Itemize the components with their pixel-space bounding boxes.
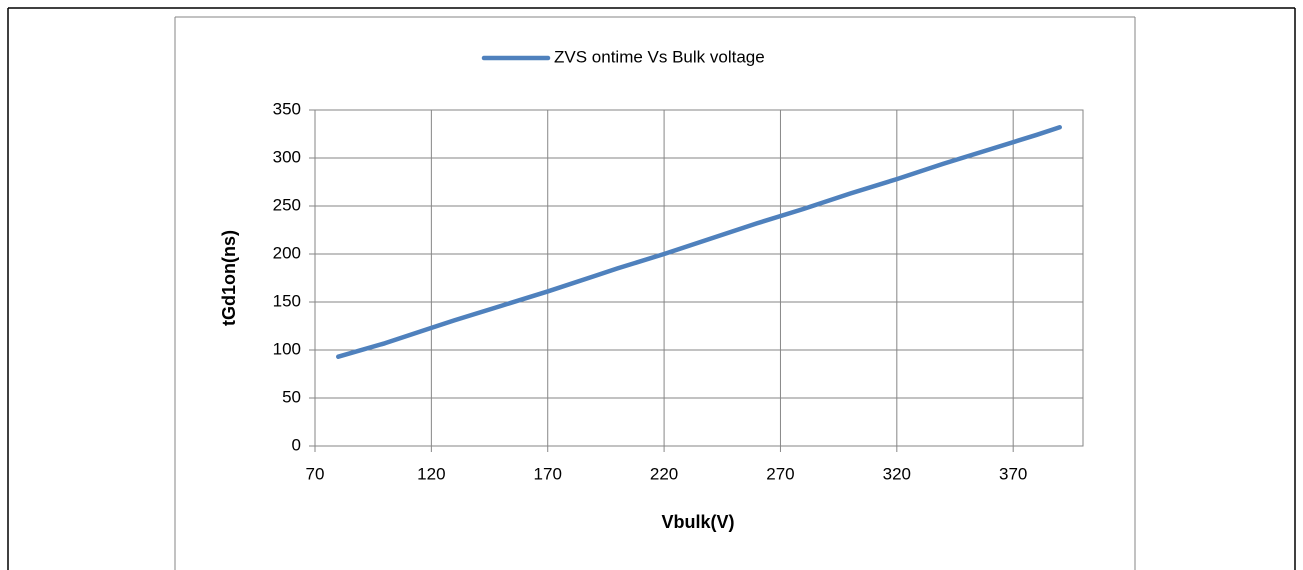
chart-box [174, 16, 1136, 570]
y-axis-title: tGd1on(ns) [219, 230, 239, 326]
x-tick-label: 70 [306, 464, 325, 483]
y-tick-label: 350 [273, 99, 301, 118]
y-tick-label: 100 [273, 339, 301, 358]
y-tick-label: 50 [282, 387, 301, 406]
y-tick-label: 250 [273, 195, 301, 214]
x-tick-label: 220 [650, 464, 678, 483]
x-tick-label: 270 [766, 464, 794, 483]
legend-label: ZVS ontime Vs Bulk voltage [554, 47, 765, 66]
y-tick-label: 0 [292, 435, 301, 454]
x-tick-label: 370 [999, 464, 1027, 483]
frame [7, 7, 1296, 570]
plot-border [314, 109, 1084, 447]
y-tick-label: 300 [273, 147, 301, 166]
x-tick-label: 120 [417, 464, 445, 483]
data-line [336, 125, 1062, 359]
y-tick-label: 200 [273, 243, 301, 262]
x-tick-label: 170 [534, 464, 562, 483]
x-axis-title: Vbulk(V) [661, 512, 734, 532]
y-tick-label: 150 [273, 291, 301, 310]
x-tick-label: 320 [883, 464, 911, 483]
